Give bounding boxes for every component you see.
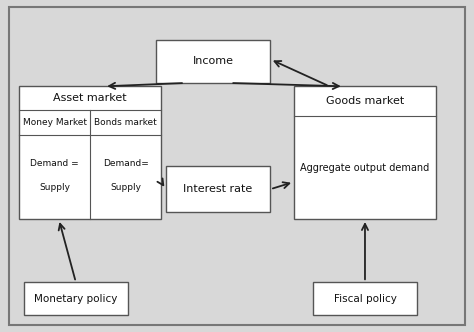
Text: Income: Income [193, 56, 234, 66]
Text: Interest rate: Interest rate [183, 184, 253, 194]
Text: Goods market: Goods market [326, 96, 404, 106]
Text: Asset market: Asset market [53, 93, 127, 103]
Text: Supply: Supply [39, 183, 70, 192]
Text: Monetary policy: Monetary policy [34, 294, 118, 304]
Bar [294, 86, 436, 219]
Text: Aggregate output demand: Aggregate output demand [301, 163, 429, 173]
Bar [313, 282, 417, 315]
Bar [166, 166, 270, 212]
Bar [19, 86, 161, 219]
Bar [156, 40, 270, 83]
Text: Money Market: Money Market [22, 118, 87, 127]
Text: Bonds market: Bonds market [94, 118, 157, 127]
Text: Demand=: Demand= [103, 159, 148, 168]
Text: Supply: Supply [110, 183, 141, 192]
Text: Demand =: Demand = [30, 159, 79, 168]
Text: Fiscal policy: Fiscal policy [334, 294, 396, 304]
Bar [24, 282, 128, 315]
